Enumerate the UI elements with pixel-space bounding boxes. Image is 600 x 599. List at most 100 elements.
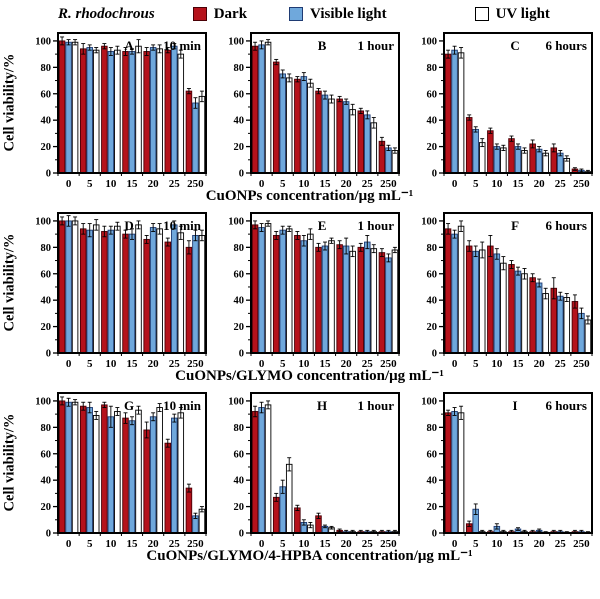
bar	[58, 400, 66, 534]
bar	[500, 262, 507, 354]
y-tick-label: 80	[427, 63, 438, 74]
y-tick-label: 40	[427, 476, 438, 487]
x-axis-label-row1: CuONPs concentration/μg mL⁻¹	[205, 188, 414, 204]
bar	[385, 257, 392, 354]
y-tick-label: 40	[41, 476, 52, 487]
y-tick-label: 0	[432, 169, 437, 180]
panel-letter: A	[124, 38, 134, 53]
bar	[198, 95, 206, 174]
x-tick-label: 10	[298, 358, 310, 370]
bar	[114, 49, 121, 174]
legend-item-uv-light: UV light	[474, 6, 550, 23]
bar	[391, 249, 399, 354]
panel-letter: H	[317, 398, 327, 413]
bar	[521, 273, 528, 354]
bar	[122, 51, 129, 174]
x-tick-label: 10	[105, 358, 117, 370]
y-axis-label-row1: Cell viability/%	[1, 53, 18, 151]
bar	[128, 233, 136, 354]
x-tick-label: 15	[513, 538, 525, 550]
bar	[451, 49, 458, 174]
bar	[114, 225, 121, 354]
panel-C-chart: 0 20 40 60 80 100 0 5 10 15 20 25 250 C 6 hours	[421, 32, 593, 190]
bar	[135, 45, 142, 174]
legend-item-dark: Dark	[192, 5, 248, 23]
bar	[171, 224, 178, 354]
bar	[349, 250, 356, 354]
x-tick-label: 25	[362, 358, 374, 370]
bar	[514, 146, 522, 174]
legend-label-dark: Dark	[213, 5, 248, 22]
bar	[71, 401, 79, 534]
y-tick-label: 20	[234, 142, 245, 153]
y-tick-label: 40	[234, 116, 245, 127]
x-tick-label: 250	[187, 538, 204, 550]
y-tick-label: 20	[234, 322, 245, 333]
y-tick-label: 80	[41, 243, 52, 254]
bar	[478, 249, 486, 354]
figure-header: R. rhodochrous Dark Visible light UV lig…	[0, 3, 600, 25]
panel-letter: G	[124, 398, 134, 413]
x-tick-label: 10	[491, 178, 503, 190]
bar	[465, 245, 473, 354]
bar	[86, 407, 93, 534]
bar	[86, 229, 93, 354]
bar	[177, 232, 185, 354]
bar	[264, 223, 272, 354]
bar	[251, 45, 259, 174]
panel-F-chart: 0 20 40 60 80 100 0 5 10 15 20 25 250 F 6 hours	[421, 212, 593, 370]
panel-time-label: 1 hour	[358, 38, 395, 53]
panel-letter: C	[510, 38, 519, 53]
x-axis-label-row2: CuONPs/GLYMO concentration/μg mL⁻¹	[175, 368, 444, 384]
chart-row-2: Cell viability/% 0 20 40 60 80 100 0 5 10 15 20 25 2…	[0, 207, 600, 370]
bar	[164, 442, 172, 534]
bar	[264, 404, 272, 534]
y-tick-label: 80	[427, 243, 438, 254]
bar	[444, 228, 452, 354]
bar	[571, 301, 579, 354]
bar	[185, 90, 193, 174]
bar	[378, 140, 386, 174]
x-tick-label: 15	[320, 178, 332, 190]
x-tick-label: 0	[452, 178, 458, 190]
bar	[385, 147, 392, 174]
bar	[171, 45, 178, 174]
x-tick-label: 250	[573, 538, 590, 550]
y-tick-label: 60	[41, 449, 52, 460]
bar	[336, 98, 343, 174]
y-tick-label: 0	[239, 349, 244, 360]
bar	[149, 416, 157, 534]
bar	[357, 246, 365, 354]
bar	[177, 412, 185, 534]
bar	[535, 282, 543, 354]
y-tick-label: 0	[432, 529, 437, 540]
bar	[300, 240, 308, 354]
bar	[300, 76, 308, 174]
bar	[451, 233, 458, 354]
bar	[79, 228, 87, 354]
uv-light-swatch-icon	[474, 7, 489, 21]
y-tick-label: 20	[41, 322, 52, 333]
x-tick-label: 20	[148, 538, 160, 550]
bar	[272, 496, 280, 534]
bar	[285, 77, 293, 174]
bar	[279, 229, 286, 354]
y-tick-label: 0	[46, 529, 51, 540]
bar	[451, 411, 458, 534]
x-tick-label: 250	[380, 178, 397, 190]
bar	[342, 101, 350, 174]
bar	[128, 51, 136, 174]
x-tick-label: 20	[534, 358, 546, 370]
bar	[264, 41, 272, 174]
bar	[258, 44, 265, 174]
panel-I-chart: 0 20 40 60 80 100 0 5 10 15 20 25 250 I 6 hours	[421, 392, 593, 550]
bar	[578, 312, 585, 354]
x-tick-label: 20	[341, 538, 353, 550]
bar	[279, 73, 286, 174]
panel-G-chart: 0 20 40 60 80 100 0 5 10 15 20 25 250 G 10 min	[35, 392, 207, 550]
bar	[514, 270, 522, 354]
x-tick-label: 5	[473, 358, 479, 370]
y-tick-label: 60	[234, 269, 245, 280]
bar	[336, 244, 343, 354]
bar	[535, 148, 543, 174]
